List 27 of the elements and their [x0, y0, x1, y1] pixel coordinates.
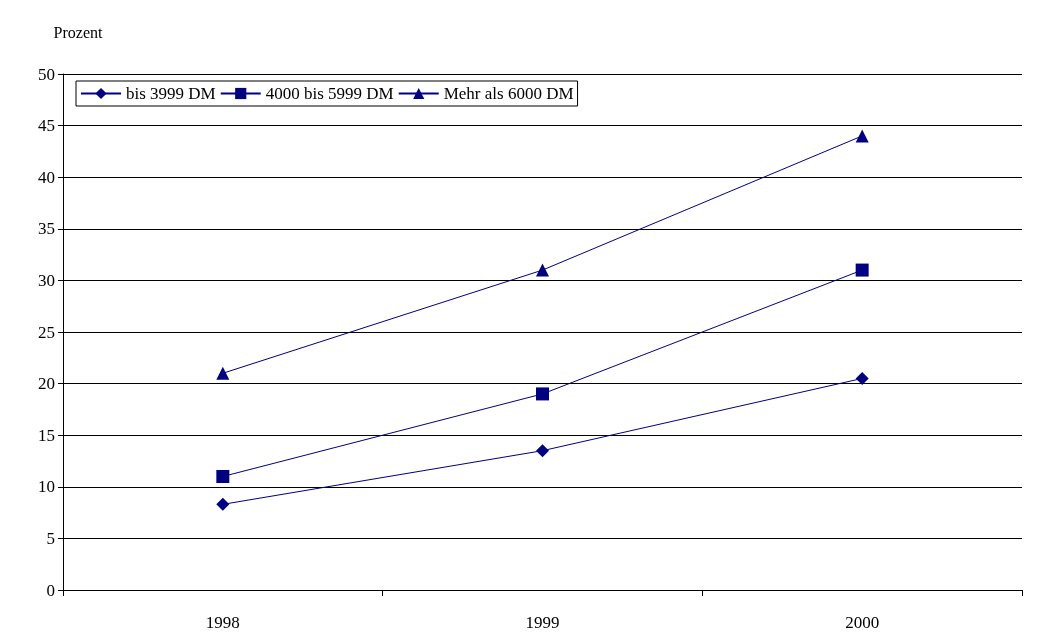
point [855, 371, 869, 385]
y-tick-label: 25 [38, 322, 55, 342]
y-tick-label: 30 [38, 270, 55, 290]
y-tick-label: 0 [46, 580, 55, 600]
point [855, 129, 869, 143]
point [536, 444, 549, 458]
y-tick-label: 50 [38, 64, 55, 84]
point [216, 366, 230, 380]
point [855, 263, 869, 277]
point [216, 497, 230, 511]
point [536, 263, 549, 277]
legend-label: 4000 bis 5999 DM [265, 84, 394, 103]
x-tick-label: 1999 [525, 613, 560, 632]
point [216, 469, 230, 483]
y-tick-label: 15 [38, 425, 55, 445]
x-tick-label: 2000 [845, 613, 880, 632]
y-tick-label: 10 [38, 477, 55, 497]
y-tick-label: 20 [38, 374, 55, 394]
x-tick-label: 1998 [205, 613, 240, 632]
legend-label: bis 3999 DM [126, 84, 216, 103]
point [536, 387, 549, 401]
y-axis-title: Prozent [53, 23, 103, 41]
y-tick-label: 5 [46, 528, 55, 548]
legend-label: Mehr als 6000 DM [443, 84, 574, 103]
y-tick-label: 40 [38, 167, 55, 187]
y-tick-label: 35 [38, 219, 55, 239]
y-tick-label: 45 [38, 116, 55, 136]
